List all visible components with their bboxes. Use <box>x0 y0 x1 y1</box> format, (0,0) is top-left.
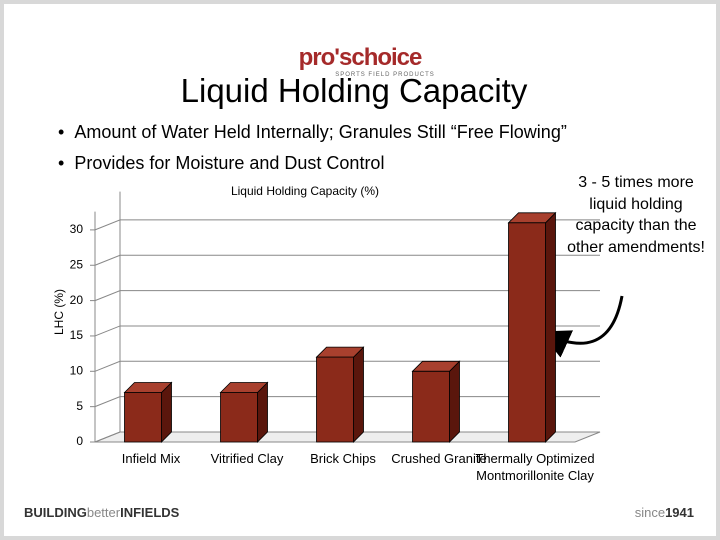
bar-front <box>124 392 162 443</box>
y-tick-label: 5 <box>76 399 83 413</box>
y-tick-label: 25 <box>70 257 84 271</box>
bar <box>411 360 461 443</box>
bar-side <box>353 346 364 443</box>
bar-front <box>316 356 354 443</box>
y-tick-label: 20 <box>70 293 84 307</box>
y-tick-label: 15 <box>70 328 84 342</box>
bar-front <box>508 222 546 443</box>
logo-tagline: SPORTS FIELD PRODUCTS <box>335 72 435 78</box>
chart-title: Liquid Holding Capacity (%) <box>231 184 379 198</box>
bar <box>123 381 173 443</box>
annotation: 3 - 5 times more liquid holding capacity… <box>567 174 705 256</box>
slide-title: Liquid Holding Capacity <box>180 72 528 109</box>
y-tick-label: 30 <box>70 222 84 236</box>
bullet: • Amount of Water Held Internally; Granu… <box>58 122 567 142</box>
grid-line <box>94 325 600 337</box>
bullet-text: Amount of Water Held Internally; Granule… <box>74 122 567 142</box>
grid-line <box>94 290 600 302</box>
x-tick-label: Thermally Optimized Montmorillonite Clay <box>475 451 595 483</box>
y-axis-label: LHC (%) <box>52 289 66 335</box>
footer-word: since <box>634 505 666 520</box>
x-tick-label: Crushed Granite <box>391 451 487 466</box>
footer-left: BUILDINGbetterINFIELDS <box>24 505 179 520</box>
bar-side <box>545 211 556 443</box>
grid-line <box>94 254 600 266</box>
bar <box>315 346 365 443</box>
grid-line <box>94 219 600 231</box>
annotation-arrow <box>539 295 624 358</box>
bullet: • Provides for Moisture and Dust Control <box>58 153 385 173</box>
y-tick-label: 10 <box>70 363 84 377</box>
bar <box>219 381 269 443</box>
footer-word: better <box>86 505 121 520</box>
footer-right: since1941 <box>635 505 694 520</box>
bar-side <box>449 360 460 443</box>
x-tick-label: Infield Mix <box>121 451 181 466</box>
footer-word: 1941 <box>665 505 694 520</box>
y-tick-label: 0 <box>76 434 83 448</box>
bar-front <box>220 392 258 443</box>
bar <box>507 211 557 443</box>
x-tick-label: Vitrified Clay <box>210 451 284 466</box>
bullet-text: Provides for Moisture and Dust Control <box>74 153 385 173</box>
footer-word: BUILDING <box>24 505 87 520</box>
logo-name: pro'schoice <box>298 44 423 71</box>
x-tick-label: Brick Chips <box>310 451 376 466</box>
bar-front <box>412 370 450 443</box>
footer-word: INFIELDS <box>120 505 180 520</box>
